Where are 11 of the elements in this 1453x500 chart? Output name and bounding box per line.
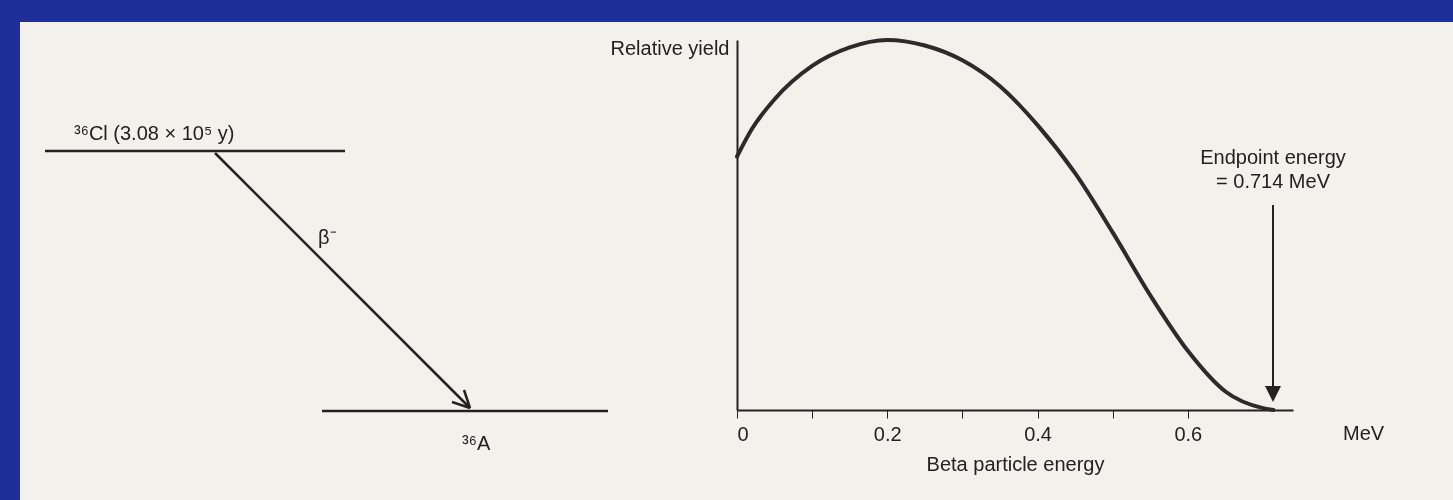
text: ³⁶Cl (3.08 × 10⁵ y): [74, 122, 235, 144]
annotation: Endpoint energy = 0.714 MeV: [1200, 146, 1346, 192]
x-tick-label: 0.2: [873, 422, 902, 445]
text: ³⁶A: [462, 432, 491, 454]
text: β⁻: [318, 226, 337, 248]
x-tick-label: 0.4: [1024, 422, 1052, 445]
text: MeV: [1343, 422, 1385, 444]
x-tick-label: 0: [737, 422, 749, 445]
x-axis-title: Beta particle energy: [926, 452, 1105, 475]
x-tick-label: 0.6: [1174, 422, 1203, 445]
y-axis-title: Relative yield: [610, 36, 730, 59]
